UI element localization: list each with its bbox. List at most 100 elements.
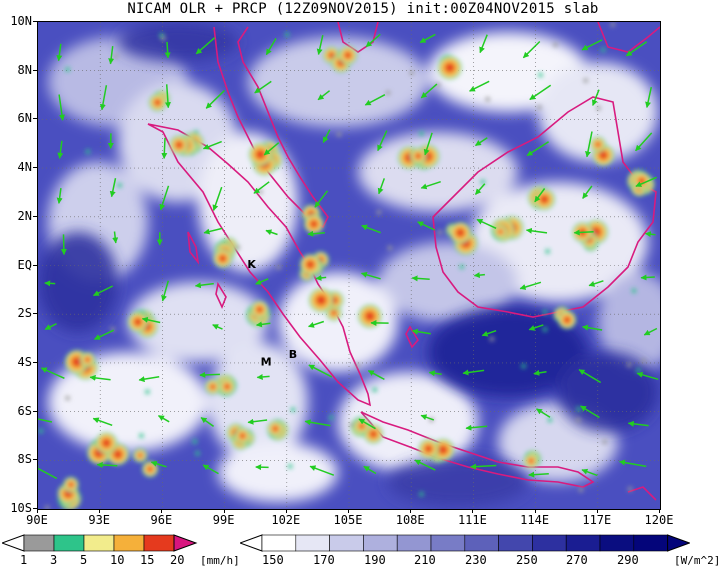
precip-cell [445, 63, 455, 73]
wind-arrow [420, 83, 438, 99]
colorbar-swatch [83, 534, 115, 552]
wind-arrow [40, 367, 65, 379]
wind-arrow [205, 90, 225, 109]
precip-cell [272, 426, 279, 432]
wind-arrow [361, 224, 381, 234]
wind-arrow [60, 234, 67, 256]
wind-arrow [150, 460, 167, 468]
precip-speck [596, 106, 601, 111]
olr-tick-label: 250 [516, 553, 538, 567]
precip-speck [641, 358, 646, 363]
wind-arrow [161, 137, 168, 159]
wind-arrow [645, 86, 653, 108]
lat-tick [33, 167, 37, 169]
wind-arrow [479, 34, 488, 54]
colorbar-under-triangle [2, 534, 25, 552]
map-canvas: K M B [38, 22, 660, 509]
precip-cell [328, 52, 335, 59]
wind-arrow [109, 178, 117, 198]
lat-label: EQ [17, 257, 32, 272]
precip-cell [219, 255, 227, 262]
wind-arrow [247, 418, 268, 425]
lat-tick [33, 21, 37, 22]
precip-speck [329, 415, 334, 420]
wind-arrow [414, 459, 436, 471]
precip-cell [306, 260, 315, 269]
wind-arrow [635, 132, 653, 152]
wind-vectors [38, 33, 659, 480]
wind-arrow [363, 465, 377, 475]
olr-tick-label: 290 [617, 553, 639, 567]
wind-arrow [469, 80, 490, 92]
wind-arrow [256, 373, 270, 380]
lat-label: 8N [17, 62, 32, 77]
precip-speck [276, 265, 281, 270]
precip-speck [145, 389, 150, 394]
olr-colorbar-swatch [633, 534, 668, 552]
precip-speck [601, 47, 606, 52]
lat-tick [33, 410, 37, 412]
precip-speck [485, 97, 490, 102]
lat-label: 4S [17, 354, 32, 369]
precip-speck [419, 131, 424, 136]
wind-arrow [159, 185, 170, 211]
wind-arrow [56, 188, 63, 204]
wind-arrow [580, 405, 600, 419]
wind-arrow [640, 274, 655, 281]
wind-arrow [377, 178, 386, 195]
wind-arrow [643, 327, 658, 336]
wind-arrow [307, 230, 325, 237]
lon-tick [37, 509, 38, 513]
lon-tick [223, 509, 225, 513]
precip-speck [627, 362, 632, 367]
wind-arrow [578, 369, 602, 384]
wind-arrow [38, 465, 58, 480]
wind-arrow [44, 280, 56, 287]
wind-arrow [203, 227, 223, 235]
wind-arrow [58, 94, 65, 121]
precip-speck [602, 439, 607, 444]
precip-speck [372, 387, 377, 392]
wind-arrow [212, 324, 223, 330]
precip-speck [258, 189, 263, 194]
precip-speck [195, 451, 200, 456]
precip-speck [85, 149, 90, 154]
wind-arrow [195, 37, 216, 55]
lon-label: 111E [457, 513, 487, 527]
wind-arrow [528, 324, 544, 331]
colorbar-over-triangle [173, 534, 198, 552]
precip-speck [387, 245, 392, 250]
precip-speck [235, 245, 240, 250]
wind-arrow [99, 85, 108, 111]
wind-arrow [304, 419, 331, 427]
wind-arrow [533, 369, 547, 376]
lon-tick [285, 509, 287, 513]
precip-cell [102, 438, 111, 448]
wind-arrow [316, 35, 324, 55]
wind-arrow [360, 271, 381, 280]
precip-speck [538, 73, 543, 77]
lon-label: 117E [582, 513, 612, 527]
olr-colorbar-under-triangle [240, 534, 263, 552]
precip-cell [540, 195, 549, 204]
wind-arrow [263, 142, 280, 156]
precip-cell [113, 450, 123, 459]
wind-arrow [585, 131, 593, 158]
colorbar-swatch [143, 534, 175, 552]
precip-cell [599, 151, 608, 160]
wind-arrow [199, 371, 220, 378]
precip-speck [288, 464, 293, 469]
wind-arrow [526, 141, 550, 157]
precip-cell [316, 295, 326, 306]
wind-arrow [474, 183, 486, 195]
wind-arrow [254, 80, 272, 94]
precip-cell [224, 383, 230, 390]
wind-arrow [519, 281, 542, 290]
wind-arrow [265, 38, 277, 56]
lon-label: 96E [150, 513, 173, 527]
wind-arrow [164, 84, 171, 109]
wind-arrow [573, 229, 594, 236]
wind-arrow [253, 181, 270, 194]
lat-label: 4N [17, 160, 32, 175]
wind-arrow [420, 414, 435, 421]
